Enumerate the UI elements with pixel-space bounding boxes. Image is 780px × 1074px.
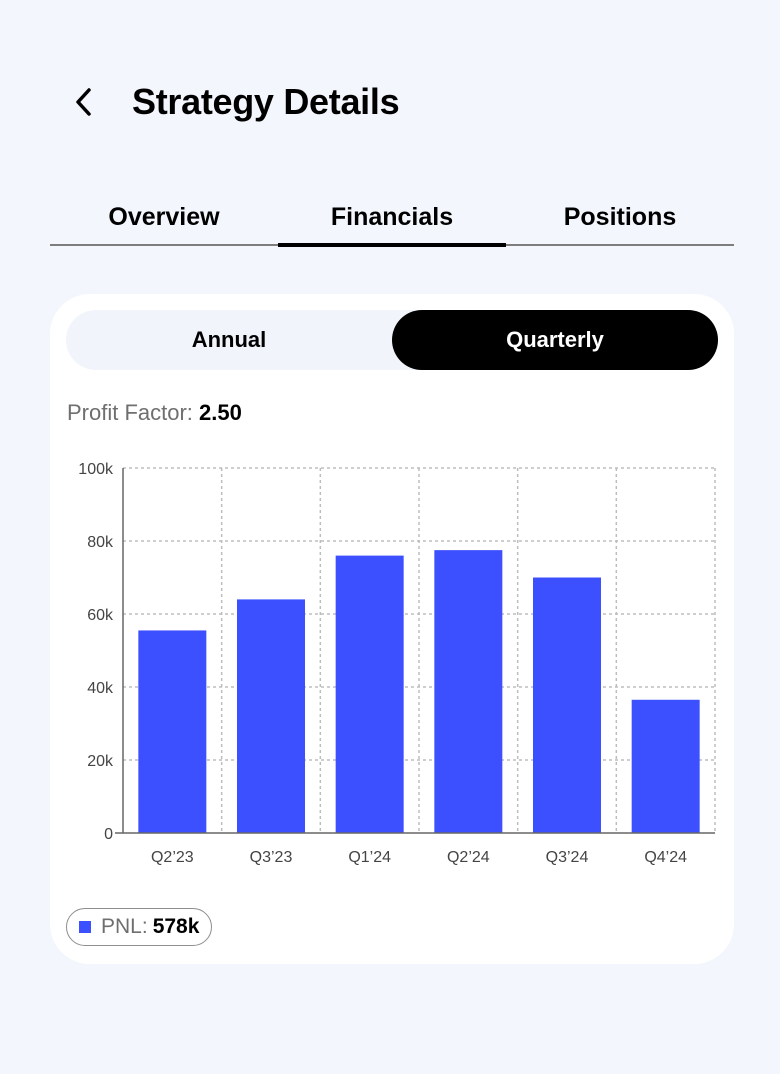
x-tick-label: Q1’24 (348, 849, 391, 866)
pnl-bar-chart: 0 20k 40k 60k 80k 100k Q2’23 Q3’23 Q1’24 Q2’24 Q3’… (78, 461, 716, 866)
tab-positions[interactable]: Positions (563, 203, 677, 231)
y-tick-label: 60k (87, 607, 114, 624)
bar-4 (533, 577, 601, 833)
x-tick-label: Q3’24 (546, 849, 589, 866)
bar-3 (434, 550, 503, 833)
page-title: Strategy Details (132, 81, 400, 122)
y-tick-label: 80k (87, 534, 114, 551)
profit-factor: Profit Factor: 2.50 (67, 400, 242, 426)
y-tick-label: 40k (87, 680, 114, 697)
x-tick-label: Q2’24 (447, 849, 490, 866)
tab-financials[interactable]: Financials (278, 190, 506, 247)
bar-5 (631, 699, 700, 833)
annual-toggle-button[interactable]: Annual (191, 327, 267, 352)
bar-2 (335, 555, 404, 833)
y-tick-label: 0 (104, 826, 113, 843)
back-button[interactable] (64, 82, 104, 122)
bar-1 (237, 599, 305, 833)
x-tick-label: Q4’24 (644, 849, 687, 866)
pnl-legend: PNL: 578k (66, 908, 213, 946)
tab-bar: Overview Financials Positions (50, 190, 734, 247)
profit-factor-label: Profit Factor: (67, 400, 193, 425)
quarterly-toggle-button[interactable]: Quarterly (392, 310, 718, 370)
legend-label: PNL: (101, 915, 148, 938)
bar-0 (138, 630, 207, 833)
y-tick-label: 100k (78, 461, 114, 478)
x-tick-label: Q3’23 (250, 849, 293, 866)
legend-value: 578k (152, 915, 200, 938)
y-tick-label: 20k (87, 753, 114, 770)
legend-swatch (79, 921, 91, 933)
financials-card: Annual Quarterly Profit Factor: 2.50 0 20… (50, 294, 734, 964)
x-tick-label: Q2’23 (151, 849, 194, 866)
chevron-left-icon (76, 88, 91, 116)
period-toggle: Annual Quarterly (66, 310, 718, 370)
tab-overview[interactable]: Overview (108, 203, 220, 231)
profit-factor-value: 2.50 (199, 400, 242, 425)
